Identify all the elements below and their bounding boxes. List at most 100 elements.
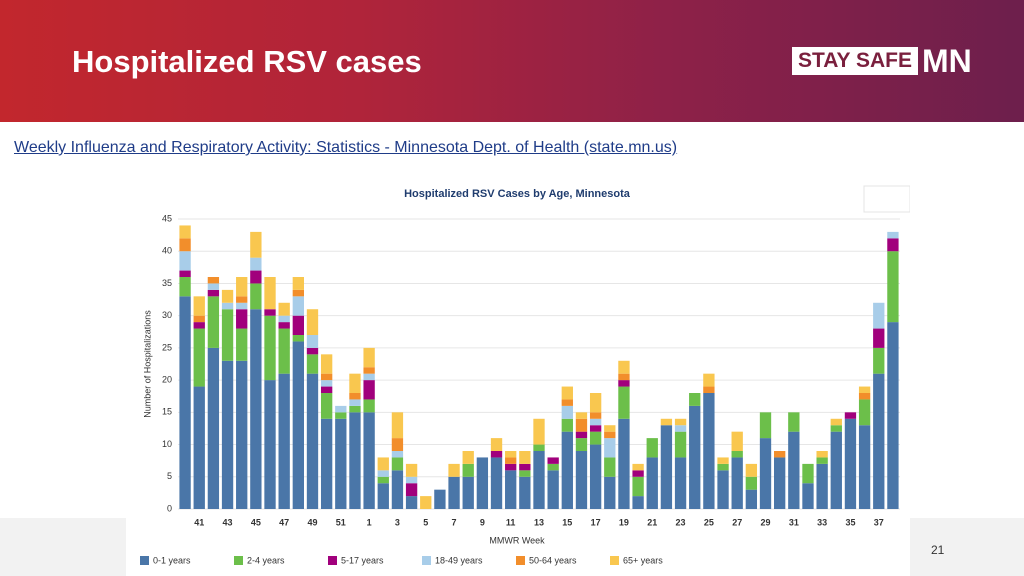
- legend-swatch: [516, 556, 525, 565]
- chart-title: Hospitalized RSV Cases by Age, Minnesota: [404, 188, 631, 200]
- bar-segment: [632, 476, 644, 497]
- y-tick-label: 45: [162, 213, 172, 223]
- x-tick-label: 7: [452, 517, 457, 527]
- x-tick-label: 33: [817, 517, 827, 527]
- bar-segment: [533, 451, 545, 509]
- bar-segment: [250, 257, 262, 271]
- bar-segment: [391, 412, 404, 439]
- x-tick-label: 23: [676, 517, 686, 527]
- bar-segment: [887, 322, 899, 509]
- bar-segment: [292, 289, 304, 297]
- bar-segment: [349, 399, 361, 406]
- bar-segment: [292, 335, 304, 342]
- bar-segment: [490, 457, 503, 509]
- bar-segment: [179, 225, 191, 239]
- bar-segment: [207, 283, 220, 290]
- x-tick-label: 21: [647, 517, 657, 527]
- bar-segment: [604, 425, 616, 432]
- bar-segment: [674, 431, 687, 458]
- bar-segment: [377, 457, 389, 471]
- y-tick-label: 20: [162, 374, 172, 384]
- bar-segment: [802, 483, 814, 509]
- bar-segment: [462, 476, 474, 509]
- bar-segment: [264, 309, 276, 316]
- bar-segment: [533, 444, 545, 451]
- x-tick-label: 43: [223, 517, 233, 527]
- bar-segment: [349, 393, 361, 400]
- bar-segment: [731, 451, 743, 458]
- bar-segment: [604, 438, 616, 458]
- bar-segment: [420, 496, 432, 509]
- y-tick-label: 30: [162, 310, 172, 320]
- bar-segment: [618, 386, 630, 419]
- bar-segment: [759, 412, 772, 439]
- bar-segment: [207, 277, 220, 284]
- bar-segment: [292, 296, 304, 316]
- y-tick-label: 0: [167, 503, 172, 513]
- bar-segment: [250, 270, 262, 284]
- bar-segment: [292, 315, 304, 335]
- bar-segment: [320, 393, 333, 419]
- x-tick-label: 9: [480, 517, 485, 527]
- bar-segment: [519, 470, 531, 477]
- x-tick-label: 35: [845, 517, 855, 527]
- bar-segment: [292, 277, 304, 290]
- bar-segment: [717, 470, 729, 509]
- logo-text: STAY SAFE: [792, 47, 918, 75]
- bar-segment: [873, 302, 885, 329]
- bar-segment: [873, 328, 885, 348]
- bar-segment: [320, 380, 333, 387]
- bar-segment: [788, 412, 800, 432]
- x-tick-label: 31: [789, 517, 799, 527]
- bar-segment: [618, 380, 630, 387]
- bar-segment: [349, 373, 361, 393]
- bar-segment: [830, 418, 842, 426]
- x-tick-label: 29: [761, 517, 771, 527]
- legend-label: 2-4 years: [247, 555, 285, 565]
- bar-segment: [816, 457, 828, 464]
- bar-segment: [887, 238, 899, 252]
- bar-segment: [873, 347, 885, 374]
- bar-segment: [547, 457, 559, 464]
- bar-segment: [490, 451, 503, 458]
- bar-segment: [264, 315, 276, 381]
- x-tick-label: 37: [874, 517, 884, 527]
- bar-segment: [405, 496, 418, 509]
- bar-segment: [207, 289, 220, 297]
- bar-segment: [207, 347, 220, 509]
- bar-segment: [505, 463, 517, 471]
- bar-segment: [873, 373, 885, 509]
- bar-segment: [292, 341, 304, 509]
- bar-segment: [674, 457, 687, 509]
- source-link[interactable]: Weekly Influenza and Respiratory Activit…: [14, 139, 678, 156]
- legend-label: 5-17 years: [341, 555, 384, 565]
- bar-segment: [207, 296, 220, 348]
- bar-segment: [589, 431, 602, 445]
- y-tick-label: 5: [167, 471, 172, 481]
- bar-segment: [816, 463, 828, 509]
- bar-segment: [674, 418, 687, 426]
- legend-swatch: [234, 556, 243, 565]
- x-axis-label: MMWR Week: [489, 535, 545, 545]
- y-tick-label: 15: [162, 407, 172, 417]
- legend-label: 65+ years: [623, 555, 663, 565]
- bar-segment: [858, 425, 871, 509]
- bar-segment: [377, 483, 389, 509]
- bar-segment: [236, 309, 248, 329]
- legend-label: 18-49 years: [435, 555, 483, 565]
- bar-segment: [363, 347, 375, 368]
- bar-segment: [264, 380, 276, 509]
- bar-segment: [320, 418, 333, 509]
- bar-segment: [703, 393, 715, 509]
- bar-segment: [236, 360, 248, 509]
- bar-segment: [745, 463, 758, 477]
- page-number: 21: [931, 543, 945, 557]
- x-tick-label: 3: [395, 517, 400, 527]
- bar-segment: [575, 431, 588, 439]
- bar-segment: [745, 476, 758, 490]
- bar-segment: [320, 386, 333, 393]
- y-axis-label: Number of Hospitalizations: [142, 310, 152, 418]
- bar-segment: [674, 425, 687, 432]
- bar-segment: [306, 335, 319, 348]
